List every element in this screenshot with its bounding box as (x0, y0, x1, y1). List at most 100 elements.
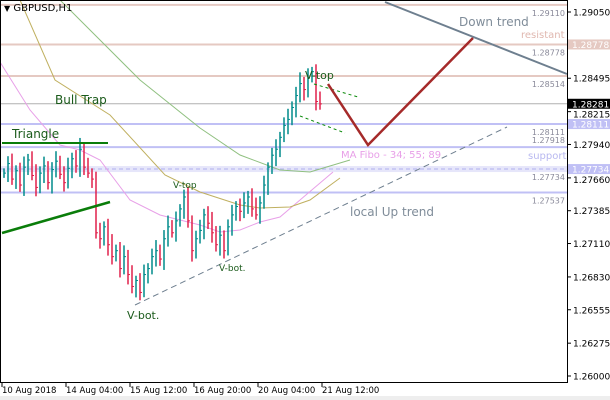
ohlc-bar (311, 66, 314, 83)
ohlc-bar (107, 218, 110, 256)
x-tick-label: 10 Aug 2018 (2, 386, 56, 396)
level-price-tag-text: 1.28778 (572, 41, 609, 51)
ohlc-bar (191, 215, 194, 262)
ohlc-bar (3, 168, 6, 178)
support-label: support (528, 151, 566, 162)
ohlc-bar (43, 156, 46, 183)
ohlc-bar (51, 162, 54, 194)
y-tick-label: 1.27940 (573, 141, 610, 151)
ohlc-bar (223, 230, 226, 259)
ohlc-bar (195, 230, 198, 259)
down-trend-line[interactable] (384, 1, 568, 75)
ohlc-bar (295, 86, 298, 118)
current-price-tag (568, 98, 610, 109)
ohlc-bar (7, 156, 10, 182)
y-tick-label: 1.26000 (573, 372, 610, 382)
level-price-tag-text: 1.27734 (572, 166, 609, 176)
ohlc-bar (55, 151, 58, 178)
ohlc-bar (83, 142, 86, 175)
y-tick-label: 1.26555 (573, 306, 610, 316)
ohlc-bar (119, 242, 122, 278)
ohlc-bar (47, 161, 50, 190)
ohlc-bar (59, 155, 62, 180)
ohlc-bar (251, 188, 254, 217)
x-tick-label: 20 Aug 04:00 (258, 386, 315, 396)
ohlc-bar (127, 249, 130, 285)
ohlc-bar (31, 151, 34, 181)
ohlc-bar (63, 166, 66, 192)
ohlc-bar (247, 190, 250, 214)
ohlc-bar (27, 153, 30, 175)
ma-89-line (59, 0, 351, 173)
price-axis[interactable]: 1.28778 1.28111 1.27734 1.29050 1.28495 1.282… (567, 9, 610, 383)
ohlc-bar (307, 68, 310, 98)
ohlc-bar (199, 219, 202, 244)
channel-upper-line[interactable] (313, 83, 359, 98)
triangle-label: Triangle (11, 127, 59, 141)
level-price-tag (568, 39, 610, 50)
current-price-text: 1.28281 (572, 100, 609, 110)
ohlc-bar (35, 164, 38, 197)
ohlc-bar (215, 226, 218, 252)
level-price-tag-text: 1.28111 (572, 121, 609, 131)
ohlc-bar (315, 64, 318, 111)
ohlc-bar (87, 157, 90, 178)
triangle-down-icon[interactable]: ▼ (4, 4, 11, 13)
ohlc-bar (23, 156, 26, 196)
ma-fibo-label: MA Fibo - 34; 55; 89 (341, 150, 441, 161)
symbol-timeframe: GBPUSD,H1 (13, 3, 73, 14)
ohlc-bar (75, 150, 78, 173)
level-price-tag (568, 164, 610, 175)
ohlc-bar (219, 225, 222, 256)
ohlc-bar (151, 248, 154, 275)
x-tick-label: 14 Aug 04:00 (66, 386, 123, 396)
bottom-strip (0, 396, 610, 400)
triangle-bottom-line[interactable] (1, 200, 111, 235)
channel-lower-line[interactable] (299, 115, 346, 134)
ohlc-bar (15, 165, 18, 189)
y-tick-label: 1.28215 (573, 110, 610, 120)
ohlc-bar (287, 108, 290, 135)
symbol-title: ▼ GBPUSD,H1 (4, 3, 72, 14)
ohlc-bar (111, 234, 114, 265)
ohlc-bar (231, 204, 234, 236)
ohlc-bar (67, 157, 70, 189)
ohlc-bar (183, 189, 186, 219)
ohlc-bar (11, 153, 14, 185)
level-price-label: 1.28111 (532, 128, 565, 137)
ohlc-bar (167, 215, 170, 247)
ohlc-bar (143, 264, 146, 298)
v-top-label: V-top (173, 181, 197, 191)
x-tick-label: 21 Aug 12:00 (322, 386, 379, 396)
y-tick-label: 1.27660 (573, 176, 610, 186)
ohlc-bar (19, 162, 22, 192)
ohlc-bar (267, 162, 270, 195)
ohlc-bar (79, 137, 82, 177)
ohlc-bar (179, 204, 182, 227)
y-tick-label: 1.26275 (573, 340, 610, 350)
projection-zigzag[interactable] (326, 37, 474, 147)
local-up-trend-line[interactable] (134, 126, 508, 306)
x-tick-label: 15 Aug 12:00 (130, 386, 187, 396)
ohlc-bar (279, 131, 282, 158)
ohlc-bar (203, 208, 206, 240)
ohlc-bar (243, 192, 246, 219)
level-price-label: 1.28778 (532, 48, 565, 57)
bull-trap-label: Bull Trap (55, 93, 107, 107)
ohlc-bar (239, 198, 242, 222)
time-axis[interactable]: 10 Aug 2018 14 Aug 04:00 15 Aug 12:00 16 Au… (1, 383, 379, 396)
y-tick-label: 1.29050 (573, 9, 610, 19)
ohlc-bar (155, 240, 158, 267)
ohlc-bar (255, 197, 258, 220)
v-bot-label: V-bot. (219, 264, 246, 274)
local-up-trend-label: local Up trend (350, 205, 434, 219)
ohlc-bar (139, 273, 142, 301)
ohlc-bar (39, 166, 42, 194)
ohlc-bar (235, 201, 238, 221)
ohlc-bar (91, 168, 94, 188)
plot-frame (0, 0, 568, 383)
ohlc-bar (207, 206, 210, 230)
y-tick-label: 1.26830 (573, 273, 610, 283)
